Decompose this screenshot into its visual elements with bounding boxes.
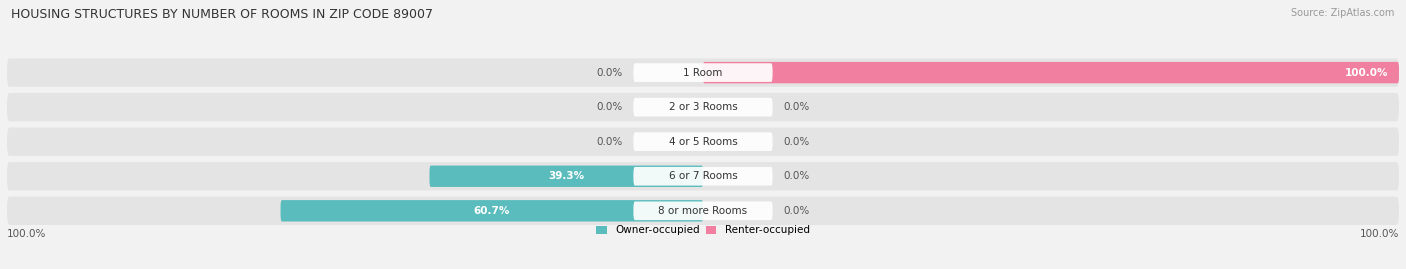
Text: 39.3%: 39.3%: [548, 171, 585, 181]
Text: 0.0%: 0.0%: [596, 137, 623, 147]
Text: 6 or 7 Rooms: 6 or 7 Rooms: [669, 171, 737, 181]
FancyBboxPatch shape: [633, 132, 773, 151]
Legend: Owner-occupied, Renter-occupied: Owner-occupied, Renter-occupied: [596, 225, 810, 235]
FancyBboxPatch shape: [281, 200, 703, 221]
Text: 1 Room: 1 Room: [683, 68, 723, 77]
Text: 100.0%: 100.0%: [1360, 229, 1399, 239]
FancyBboxPatch shape: [7, 93, 1399, 121]
Text: 0.0%: 0.0%: [596, 68, 623, 77]
Text: 0.0%: 0.0%: [596, 102, 623, 112]
Text: 0.0%: 0.0%: [783, 137, 810, 147]
Text: Source: ZipAtlas.com: Source: ZipAtlas.com: [1291, 8, 1395, 18]
FancyBboxPatch shape: [633, 167, 773, 186]
Text: 8 or more Rooms: 8 or more Rooms: [658, 206, 748, 216]
FancyBboxPatch shape: [633, 98, 773, 116]
FancyBboxPatch shape: [7, 162, 1399, 190]
Text: 100.0%: 100.0%: [1346, 68, 1389, 77]
Text: 0.0%: 0.0%: [783, 102, 810, 112]
Text: 100.0%: 100.0%: [7, 229, 46, 239]
Text: HOUSING STRUCTURES BY NUMBER OF ROOMS IN ZIP CODE 89007: HOUSING STRUCTURES BY NUMBER OF ROOMS IN…: [11, 8, 433, 21]
Text: 0.0%: 0.0%: [783, 206, 810, 216]
FancyBboxPatch shape: [703, 62, 1399, 83]
FancyBboxPatch shape: [633, 201, 773, 220]
FancyBboxPatch shape: [7, 197, 1399, 225]
FancyBboxPatch shape: [7, 58, 1399, 87]
FancyBboxPatch shape: [7, 128, 1399, 156]
Text: 4 or 5 Rooms: 4 or 5 Rooms: [669, 137, 737, 147]
Text: 2 or 3 Rooms: 2 or 3 Rooms: [669, 102, 737, 112]
FancyBboxPatch shape: [633, 63, 773, 82]
Text: 60.7%: 60.7%: [474, 206, 510, 216]
Text: 0.0%: 0.0%: [783, 171, 810, 181]
FancyBboxPatch shape: [429, 165, 703, 187]
